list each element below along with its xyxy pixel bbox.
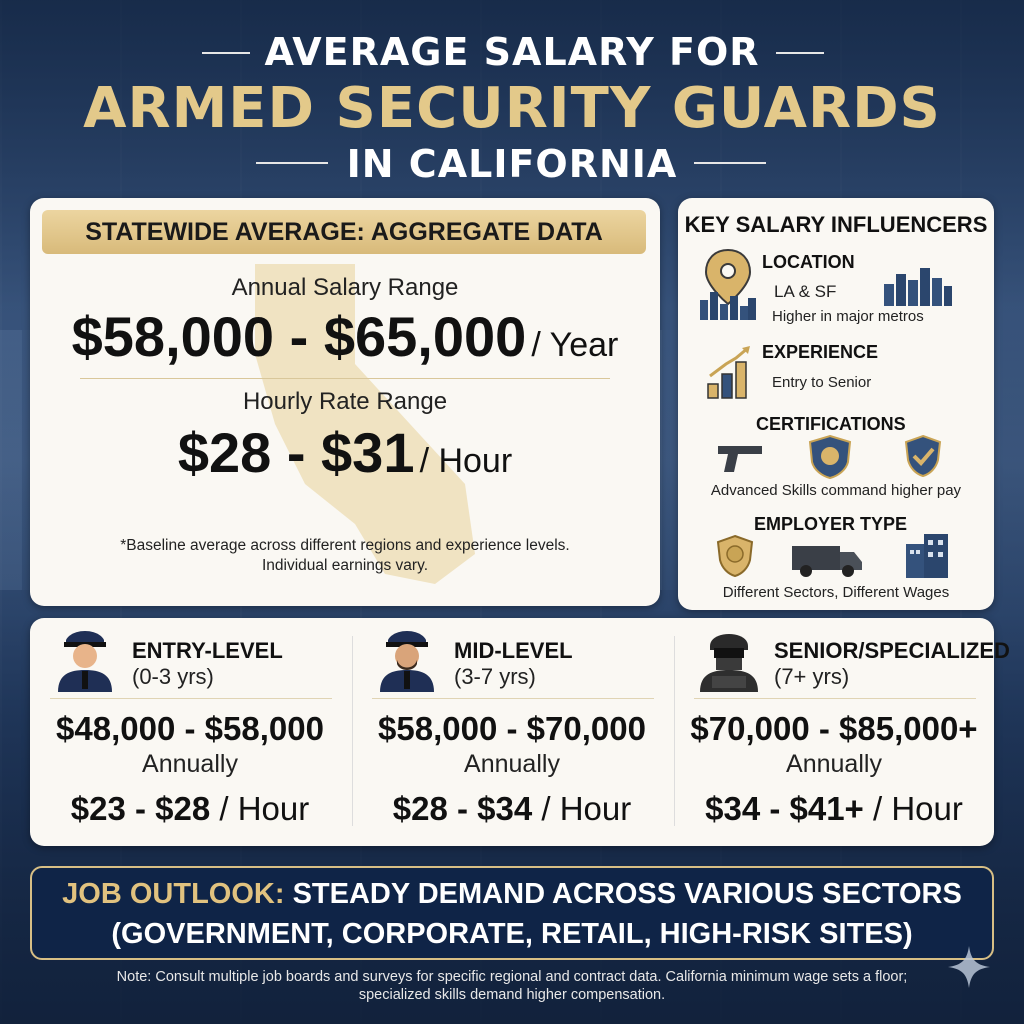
title-line-2: ARMED SECURITY GUARDS	[83, 76, 941, 141]
experience-tiers-card: ENTRY-LEVEL (0-3 yrs) $48,000 - $58,000 …	[30, 618, 1010, 846]
tier-hourly-unit: / Hour	[541, 790, 632, 827]
mid-officer-icon	[380, 631, 434, 692]
outlook-line-1-text: STEADY DEMAND ACROSS VARIOUS SECTORS	[292, 878, 962, 910]
tactical-officer-icon	[700, 634, 758, 692]
annual-range-label: Annual Salary Range	[231, 274, 459, 301]
tier-divider	[372, 698, 654, 699]
statewide-footnote-1: *Baseline average across different regio…	[120, 537, 570, 554]
location-text-2: Higher in major metros	[772, 308, 924, 325]
tier-divider	[694, 698, 976, 699]
subtitle-rule-right	[694, 162, 766, 164]
outlook-line-2: (GOVERNMENT, CORPORATE, RETAIL, HIGH-RIS…	[111, 918, 913, 950]
hourly-range-value: $28 - $31	[177, 421, 415, 484]
tier-name: MID-LEVEL	[454, 638, 573, 663]
employer-heading: EMPLOYER TYPE	[754, 514, 908, 534]
statewide-card: STATEWIDE AVERAGE: AGGREGATE DATA Annual…	[30, 198, 660, 606]
title-line-1: AVERAGE SALARY FOR	[264, 30, 760, 74]
tier-annual-range: $58,000 - $70,000	[378, 710, 646, 747]
statewide-divider	[80, 378, 610, 379]
tier-annual-range: $48,000 - $58,000	[56, 710, 324, 747]
police-badge-icon	[716, 534, 754, 578]
annual-range-unit: / Year	[531, 326, 619, 364]
job-outlook-box: JOB OUTLOOK: STEADY DEMAND ACROSS VARIOU…	[30, 866, 994, 960]
growth-chart-icon	[707, 346, 750, 399]
tier-hourly-unit: / Hour	[219, 790, 310, 827]
checkmark-shield-icon	[904, 434, 942, 478]
tier-hourly-range: $28 - $34	[392, 790, 533, 827]
hourly-range-row: $28 - $31 / Hour	[30, 420, 660, 485]
hourly-range-unit: / Hour	[419, 442, 513, 480]
tier-mid-level: MID-LEVEL (3-7 yrs) $58,000 - $70,000 An…	[352, 618, 672, 846]
tier-annual-label: Annually	[464, 750, 560, 778]
tier-separator	[352, 636, 353, 826]
footer-note-line-2: specialized skills demand higher compens…	[358, 987, 666, 1003]
location-heading: LOCATION	[762, 252, 855, 272]
tier-senior-specialized: SENIOR/SPECIALIZED (7+ yrs) $70,000 - $8…	[674, 618, 1010, 846]
title-rule-left	[202, 52, 250, 54]
footer-note: Note: Consult multiple job boards and su…	[0, 968, 1024, 1004]
tier-hourly-row: $23 - $28 / Hour	[30, 790, 350, 828]
tier-name: SENIOR/SPECIALIZED	[774, 638, 1010, 663]
tier-annual-label: Annually	[786, 750, 882, 778]
entry-officer-icon	[58, 631, 112, 692]
employer-text: Different Sectors, Different Wages	[722, 584, 950, 601]
tier-name: ENTRY-LEVEL	[132, 638, 283, 663]
outlook-line-1: JOB OUTLOOK: STEADY DEMAND ACROSS VARIOU…	[32, 874, 992, 914]
california-map-icon	[255, 264, 475, 584]
tier-annual-range: $70,000 - $85,000+	[690, 710, 978, 747]
city-skyline-icon	[884, 268, 952, 306]
annual-range-value: $58,000 - $65,000	[71, 305, 527, 368]
annual-range-row: $58,000 - $65,000 / Year	[30, 304, 660, 369]
influencers-card: KEY SALARY INFLUENCERS LOCATION LA & SF …	[678, 198, 994, 610]
certifications-text: Advanced Skills command higher pay	[710, 482, 962, 499]
pistol-icon	[718, 446, 762, 472]
sparkle-icon	[948, 946, 990, 988]
statewide-footnote-2: Individual earnings vary.	[262, 557, 428, 574]
tier-entry-level: ENTRY-LEVEL (0-3 yrs) $48,000 - $58,000 …	[30, 618, 350, 846]
influencers-title: KEY SALARY INFLUENCERS	[684, 212, 988, 237]
tier-annual-label: Annually	[142, 750, 238, 778]
tier-hourly-row: $34 - $41+ / Hour	[674, 790, 994, 828]
tier-hourly-unit: / Hour	[873, 790, 963, 827]
tier-years: (3-7 yrs)	[454, 664, 536, 689]
tier-hourly-range: $23 - $28	[70, 790, 211, 827]
tier-separator	[674, 636, 675, 826]
tier-hourly-row: $28 - $34 / Hour	[352, 790, 672, 828]
certifications-heading: CERTIFICATIONS	[756, 414, 906, 434]
title-rule-right	[776, 52, 824, 54]
tier-years: (0-3 yrs)	[132, 664, 214, 689]
shield-badge-icon	[808, 434, 852, 480]
tier-hourly-range: $34 - $41+	[705, 790, 864, 827]
statewide-banner: STATEWIDE AVERAGE: AGGREGATE DATA	[42, 210, 646, 254]
location-pin-icon	[700, 248, 756, 320]
title-line-3: IN CALIFORNIA	[346, 142, 678, 186]
experience-text: Entry to Senior	[772, 374, 872, 391]
subtitle-rule-left	[256, 162, 328, 164]
hourly-range-label: Hourly Rate Range	[242, 388, 448, 415]
armored-truck-icon	[792, 546, 862, 577]
tier-divider	[50, 698, 332, 699]
office-building-icon	[906, 534, 948, 578]
experience-heading: EXPERIENCE	[762, 342, 879, 362]
location-text-1: LA & SF	[774, 282, 837, 301]
tier-years: (7+ yrs)	[774, 664, 850, 689]
outlook-prefix: JOB OUTLOOK:	[62, 878, 285, 910]
footer-note-line-1: Note: Consult multiple job boards and su…	[116, 969, 908, 985]
